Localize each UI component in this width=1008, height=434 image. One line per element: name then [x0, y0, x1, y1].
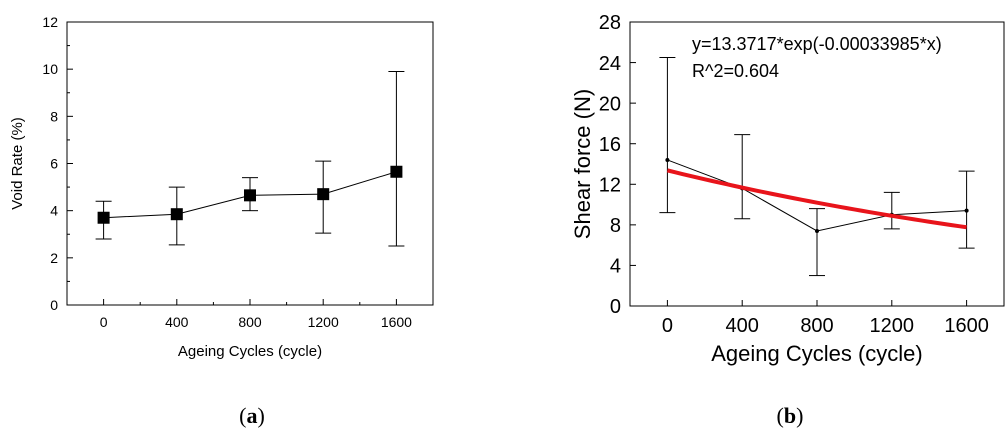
caption-b: (b) [777, 403, 804, 428]
y-tick-label: 8 [610, 215, 621, 237]
x-axis-label: Ageing Cycles (cycle) [178, 343, 322, 360]
y-tick-label: 2 [50, 250, 58, 266]
y-tick-label: 20 [599, 93, 621, 115]
fit-curve [666, 168, 967, 230]
data-point [390, 165, 403, 178]
x-tick-label: 1600 [381, 314, 412, 330]
y-tick-label: 12 [599, 174, 621, 196]
fit-annotation: y=13.3717*exp(-0.00033985*x) [692, 34, 942, 54]
y-tick-label: 8 [50, 108, 58, 124]
x-tick-label: 800 [238, 314, 262, 330]
y-tick-label: 4 [610, 256, 621, 278]
fit-annotation: R^2=0.604 [692, 61, 779, 81]
data-point [815, 228, 819, 233]
y-tick-label: 4 [50, 203, 58, 219]
y-tick-label: 12 [42, 14, 58, 30]
y-axis-label: Void Rate (%) [9, 117, 26, 210]
x-tick-label: 400 [726, 315, 759, 337]
x-tick-label: 400 [165, 314, 189, 330]
chart-panel-b: 0 4 8 12 16 20 24 28 0 400 800 1200 1600 Ageing Cycle… [570, 12, 1005, 366]
y-tick-label: 24 [599, 53, 621, 75]
x-axis-label: Ageing Cycles (cycle) [711, 341, 923, 366]
y-tick-label: 16 [599, 134, 621, 156]
x-tick-label: 1200 [870, 315, 915, 337]
x-tick-label: 1600 [944, 315, 989, 337]
caption-a: (a) [239, 403, 265, 428]
x-tick-label: 0 [662, 315, 673, 337]
y-tick-label: 0 [50, 297, 58, 313]
y-tick-label: 28 [599, 12, 621, 34]
data-point [170, 208, 183, 221]
data-point [244, 189, 256, 202]
data-point [317, 188, 330, 201]
data-point [665, 157, 670, 162]
y-tick-label: 10 [42, 61, 58, 77]
data-point [964, 208, 969, 213]
y-tick-label: 0 [610, 296, 621, 318]
y-tick-label: 6 [50, 156, 58, 172]
x-tick-label: 0 [100, 314, 108, 330]
y-axis-label: Shear force (N) [570, 89, 595, 239]
data-point [97, 211, 110, 224]
x-tick-label: 800 [800, 315, 833, 337]
chart-panel-a: 0 2 4 6 8 10 12 0 400 800 1200 1600 Ageing Cycles (c… [9, 14, 434, 360]
x-tick-label: 1200 [308, 314, 339, 330]
plot-frame [66, 21, 434, 306]
